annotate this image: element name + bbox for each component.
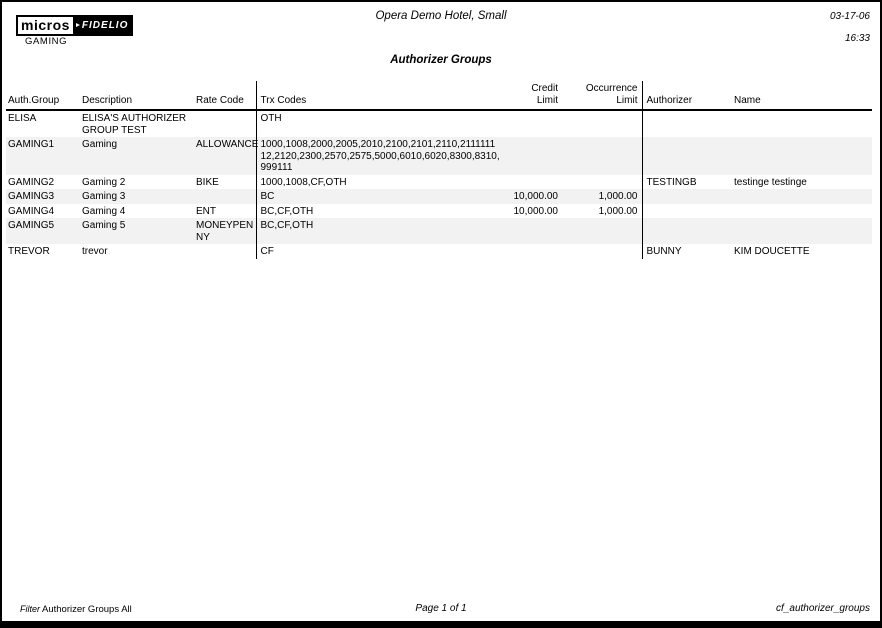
table-row: GAMING1 Gaming ALLOWANCE 1000,1008,2000,… [6, 137, 872, 175]
cell-description: Gaming 4 [82, 205, 126, 217]
logo-fidelio-text: FIDELIO [74, 15, 134, 36]
authorizer-groups-table: Auth.Group Description Rate Code Trx Cod… [6, 81, 872, 259]
cell-rate-code [194, 244, 256, 259]
cell-occurrence-limit [560, 175, 642, 190]
cell-name [732, 137, 872, 175]
report-id: cf_authorizer_groups [776, 603, 870, 614]
cell-credit-limit: 10,000.00 [513, 205, 559, 217]
cell-credit-limit [508, 110, 560, 137]
cell-auth-group: TREVOR [8, 246, 50, 257]
cell-occurrence-limit: 1,000.00 [598, 191, 638, 202]
cell-credit-limit: 10,000.00 [513, 191, 559, 202]
cell-auth-group: GAMING3 [8, 191, 55, 202]
cell-authorizer [641, 137, 732, 175]
column-header-auth-group: Auth.Group [6, 81, 80, 111]
cell-rate-code: ALLOWANCE [196, 139, 259, 150]
column-header-occurrence-limit: Occurrence Limit [560, 81, 642, 111]
column-header-rate-code: Rate Code [194, 81, 256, 111]
cell-occurrence-limit [560, 137, 642, 175]
cell-rate-code [194, 110, 256, 137]
cell-occurrence-limit: 1,000.00 [598, 205, 638, 217]
table-row: GAMING2 Gaming 2 BIKE 1000,1008,CF,OTH T… [6, 174, 872, 190]
cell-trx-codes: 1000,1008,CF,OTH [255, 174, 508, 189]
cell-rate-code: ENT [196, 205, 216, 217]
logo-fidelio-label: FIDELIO [81, 20, 129, 31]
cell-name [732, 110, 872, 137]
column-header-trx-codes: Trx Codes [255, 81, 508, 111]
cell-credit-limit [508, 175, 560, 190]
micros-fidelio-logo: micros FIDELIO [16, 15, 134, 36]
cell-occurrence-limit [560, 218, 642, 244]
cell-name: KIM DOUCETTE [734, 246, 810, 257]
cell-name [732, 204, 872, 219]
filter-label: Filter [20, 604, 40, 614]
cell-auth-group: ELISA [8, 113, 37, 124]
report-date: 03-17-06 [829, 11, 870, 22]
cell-rate-code: MONEYPEN NY [196, 220, 254, 243]
cell-rate-code: BIKE [196, 176, 219, 188]
cell-description: Gaming 3 [82, 191, 126, 202]
logo-micros-text: micros [16, 15, 75, 36]
cell-authorizer: TESTINGB [641, 174, 732, 189]
column-header-credit-limit: Credit Limit [508, 81, 560, 111]
hotel-name: Opera Demo Hotel, Small [375, 10, 507, 22]
table-row: ELISA ELISA'S AUTHORIZER GROUP TEST OTH [6, 110, 872, 137]
cell-authorizer [641, 218, 732, 244]
cell-authorizer [641, 203, 732, 218]
cell-credit-limit [508, 137, 560, 175]
report-title: Authorizer Groups [390, 54, 492, 66]
cell-trx-codes: CF [255, 244, 508, 259]
table-header-row: Auth.Group Description Rate Code Trx Cod… [6, 81, 872, 111]
report-time: 16:33 [844, 33, 870, 44]
filter-value: Authorizer Groups All [42, 604, 132, 615]
cell-description: Gaming 5 [82, 220, 126, 231]
cell-credit-limit [508, 244, 560, 259]
cell-description: ELISA'S AUTHORIZER GROUP TEST [82, 113, 187, 136]
cell-auth-group: GAMING1 [8, 139, 55, 150]
cell-name [732, 189, 872, 204]
column-header-authorizer: Authorizer [641, 81, 732, 111]
cell-description: Gaming [82, 139, 118, 150]
department-label: GAMING [25, 36, 68, 47]
page-number: Page 1 of 1 [415, 603, 467, 614]
cell-trx-codes: 1000,1008,2000,2005,2010,2100,2101,2110,… [255, 137, 508, 175]
column-header-name: Name [732, 81, 872, 111]
cell-credit-limit [508, 218, 560, 244]
table-row: GAMING3 Gaming 3 BC 10,000.00 1,000.00 [6, 189, 872, 204]
cell-trx-codes: BC,CF,OTH [255, 203, 508, 218]
cell-occurrence-limit [560, 244, 642, 259]
cell-auth-group: GAMING4 [8, 205, 55, 217]
table-row: GAMING5 Gaming 5 MONEYPEN NY BC,CF,OTH [6, 218, 872, 244]
cell-authorizer: BUNNY [641, 244, 732, 259]
cell-name: testinge testinge [734, 176, 807, 188]
cell-auth-group: GAMING5 [8, 220, 55, 231]
logo-arrow-icon [75, 23, 80, 27]
cell-trx-codes: BC [255, 189, 508, 204]
column-header-description: Description [80, 81, 194, 111]
cell-authorizer [641, 189, 732, 204]
cell-auth-group: GAMING2 [8, 176, 55, 188]
table-row: TREVOR trevor CF BUNNY KIM DOUCETTE [6, 244, 872, 259]
cell-description: Gaming 2 [82, 176, 126, 188]
cell-description: trevor [82, 246, 108, 257]
cell-trx-codes: BC,CF,OTH [255, 218, 508, 244]
cell-trx-codes: OTH [255, 110, 508, 137]
cell-name [732, 218, 872, 244]
cell-rate-code [194, 189, 256, 204]
cell-occurrence-limit [560, 110, 642, 137]
table-row: GAMING4 Gaming 4 ENT BC,CF,OTH 10,000.00… [6, 203, 872, 219]
cell-authorizer [641, 110, 732, 137]
